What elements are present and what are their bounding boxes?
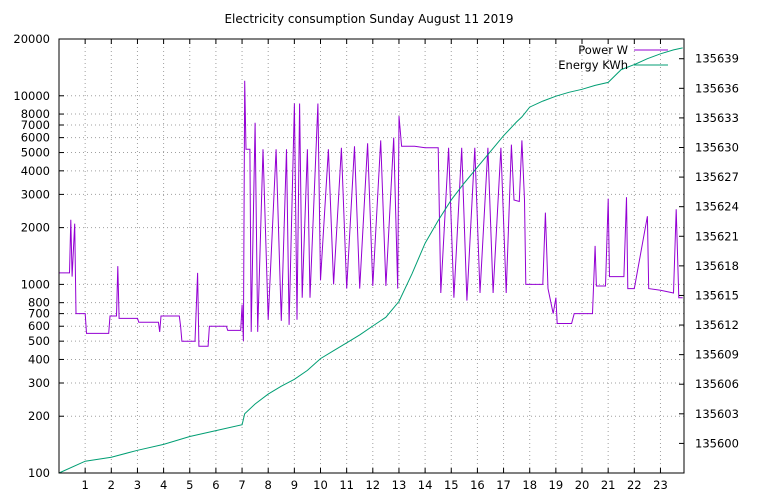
y-tick-label: 10000 (13, 89, 50, 103)
y2-tick-label: 135630 (695, 141, 739, 155)
y2-tick-label: 135609 (695, 348, 739, 362)
x-tick-label: 22 (627, 478, 642, 492)
chart-title: Electricity consumption Sunday August 11… (224, 12, 513, 26)
y-tick-label: 8000 (21, 107, 50, 121)
y-tick-label: 7000 (21, 118, 50, 132)
x-tick-label: 7 (238, 478, 245, 492)
x-tick-label: 21 (601, 478, 616, 492)
y2-tick-label: 135606 (695, 377, 739, 391)
x-tick-label: 20 (575, 478, 590, 492)
x-tick-label: 1 (81, 478, 88, 492)
y2-tick-label: 135636 (695, 81, 739, 95)
x-tick-label: 9 (291, 478, 298, 492)
x-tick-label: 17 (496, 478, 511, 492)
series-lines (58, 47, 683, 474)
axis-ticks (59, 38, 684, 474)
x-tick-label: 12 (365, 478, 380, 492)
y2-tick-label: 135621 (695, 229, 739, 243)
y-tick-label: 600 (28, 319, 50, 333)
x-tick-label: 14 (418, 478, 433, 492)
y-tick-label: 200 (28, 409, 50, 423)
y-tick-label: 3000 (21, 187, 50, 201)
axis-tick-labels: 1 2 3 4 5 6 7 8 9 10 11 12 13 14 15 16 17 18 19 20 21 22 23100… (13, 32, 739, 492)
plot-frame (58, 38, 685, 474)
x-tick-label: 16 (470, 478, 485, 492)
x-tick-label: 18 (522, 478, 537, 492)
x-tick-label: 5 (186, 478, 193, 492)
x-tick-label: 13 (392, 478, 407, 492)
series-line-energy (58, 47, 683, 474)
legend-label: Energy KWh (558, 58, 628, 72)
series-line-power (59, 80, 683, 347)
x-tick-label: 11 (339, 478, 354, 492)
y-tick-label: 700 (28, 307, 50, 321)
y-tick-label: 800 (28, 296, 50, 310)
y2-tick-label: 135618 (695, 259, 739, 273)
y-tick-label: 6000 (21, 131, 50, 145)
y-tick-label: 300 (28, 376, 50, 390)
y-tick-label: 400 (28, 352, 50, 366)
x-tick-label: 3 (134, 478, 141, 492)
y-tick-label: 20000 (13, 32, 50, 46)
legend-label: Power W (578, 43, 628, 57)
x-tick-label: 10 (313, 478, 328, 492)
y-tick-label: 1000 (21, 277, 50, 291)
y-tick-label: 5000 (21, 146, 50, 160)
x-tick-label: 23 (653, 478, 668, 492)
x-tick-label: 19 (549, 478, 564, 492)
y-tick-label: 2000 (21, 221, 50, 235)
y2-tick-label: 135639 (695, 52, 739, 66)
y2-tick-label: 135624 (695, 200, 739, 214)
y2-tick-label: 135612 (695, 318, 739, 332)
y2-tick-label: 135615 (695, 288, 739, 302)
x-tick-label: 6 (212, 478, 219, 492)
y2-tick-label: 135600 (695, 436, 739, 450)
y2-tick-label: 135633 (695, 111, 739, 125)
y-tick-label: 4000 (21, 164, 50, 178)
x-tick-label: 15 (444, 478, 459, 492)
y2-tick-label: 135603 (695, 407, 739, 421)
y2-tick-label: 135627 (695, 170, 739, 184)
x-tick-label: 8 (265, 478, 272, 492)
y-tick-label: 100 (28, 466, 50, 480)
x-tick-label: 2 (108, 478, 115, 492)
grid-lines (59, 39, 684, 473)
y-tick-label: 500 (28, 334, 50, 348)
x-tick-label: 4 (160, 478, 167, 492)
